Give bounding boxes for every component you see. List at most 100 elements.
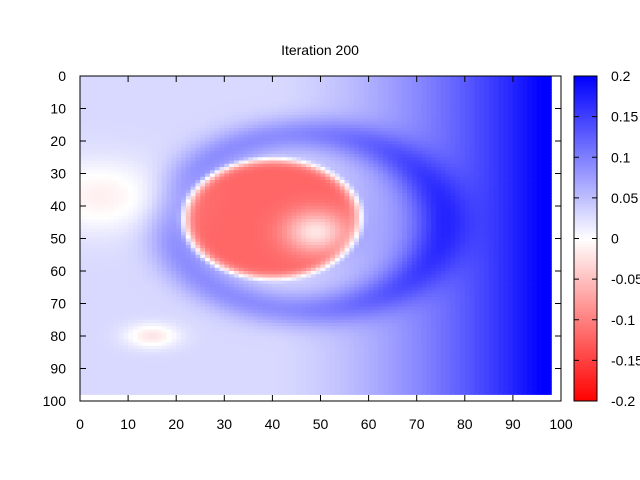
heatmap-cell bbox=[104, 79, 110, 83]
heatmap-cell bbox=[493, 189, 499, 194]
heatmap-cell bbox=[118, 128, 124, 132]
heatmap-cell bbox=[229, 228, 235, 233]
heatmap-cell bbox=[224, 108, 230, 113]
heatmap-cell bbox=[310, 193, 317, 197]
heatmap-cell bbox=[411, 95, 418, 100]
heatmap-cell bbox=[532, 82, 538, 87]
heatmap-cell bbox=[407, 202, 413, 207]
heatmap-cell bbox=[339, 131, 345, 135]
heatmap-cell bbox=[94, 167, 100, 171]
heatmap-cell bbox=[161, 167, 167, 171]
heatmap-cell bbox=[488, 157, 495, 161]
heatmap-cell bbox=[99, 89, 105, 93]
heatmap-cell bbox=[450, 124, 456, 129]
heatmap-cell bbox=[498, 92, 504, 96]
heatmap-cell bbox=[479, 222, 485, 226]
heatmap-cell bbox=[522, 76, 528, 80]
heatmap-cell bbox=[113, 199, 119, 204]
heatmap-cell bbox=[527, 128, 533, 132]
heatmap-cell bbox=[190, 144, 196, 148]
heatmap-cell bbox=[89, 154, 95, 158]
heatmap-cell bbox=[455, 157, 461, 161]
heatmap-cell bbox=[128, 115, 134, 119]
heatmap-cell bbox=[411, 85, 418, 90]
heatmap-cell bbox=[257, 163, 264, 168]
heatmap-cell bbox=[541, 118, 547, 122]
heatmap-cell bbox=[484, 222, 490, 226]
heatmap-cell bbox=[118, 163, 124, 168]
heatmap-cell bbox=[508, 137, 514, 142]
heatmap-cell bbox=[257, 219, 264, 223]
heatmap-cell bbox=[378, 170, 384, 174]
heatmap-cell bbox=[387, 157, 394, 161]
heatmap-cell bbox=[214, 202, 220, 207]
heatmap-cell bbox=[277, 147, 283, 152]
heatmap-cell bbox=[522, 196, 528, 200]
heatmap-cell bbox=[532, 144, 538, 148]
heatmap-cell bbox=[536, 199, 543, 204]
heatmap-cell bbox=[469, 98, 475, 103]
heatmap-cell bbox=[233, 173, 240, 178]
heatmap-cell bbox=[354, 193, 360, 197]
heatmap-cell bbox=[378, 128, 384, 132]
heatmap-cell bbox=[272, 215, 278, 220]
heatmap-cell bbox=[128, 111, 134, 116]
heatmap-cell bbox=[84, 95, 91, 100]
heatmap-cell bbox=[306, 128, 312, 132]
heatmap-cell bbox=[181, 98, 187, 103]
heatmap-cell bbox=[291, 167, 297, 171]
heatmap-cell bbox=[426, 92, 432, 96]
heatmap-cell bbox=[426, 150, 432, 155]
heatmap-cell bbox=[522, 95, 528, 100]
heatmap-cell bbox=[171, 176, 177, 181]
heatmap-cell bbox=[392, 95, 398, 100]
heatmap-cell bbox=[277, 206, 283, 210]
heatmap-cell bbox=[527, 150, 533, 155]
heatmap-cell bbox=[325, 167, 331, 171]
heatmap-cell bbox=[546, 85, 552, 90]
heatmap-cell bbox=[310, 134, 317, 139]
heatmap-cell bbox=[416, 89, 422, 93]
heatmap-cell bbox=[411, 92, 418, 96]
heatmap-cell bbox=[253, 137, 259, 142]
heatmap-cell bbox=[282, 238, 288, 243]
heatmap-cell bbox=[541, 121, 547, 126]
heatmap-cell bbox=[205, 235, 211, 239]
heatmap-cell bbox=[214, 228, 220, 233]
heatmap-cell bbox=[200, 102, 206, 106]
heatmap-cell bbox=[522, 163, 528, 168]
heatmap-cell bbox=[426, 232, 432, 236]
heatmap-cell bbox=[123, 115, 129, 119]
heatmap-cell bbox=[354, 212, 360, 217]
heatmap-cell bbox=[488, 173, 495, 178]
heatmap-cell bbox=[407, 160, 413, 165]
heatmap-cell bbox=[402, 108, 408, 113]
heatmap-cell bbox=[257, 209, 264, 213]
heatmap-cell bbox=[397, 137, 403, 142]
heatmap-cell bbox=[541, 111, 547, 116]
heatmap-cell bbox=[301, 137, 307, 142]
heatmap-cell bbox=[320, 134, 326, 139]
heatmap-cell bbox=[176, 173, 182, 178]
heatmap-cell bbox=[89, 157, 95, 161]
heatmap-cell bbox=[205, 189, 211, 194]
heatmap-cell bbox=[503, 209, 509, 213]
heatmap-cell bbox=[248, 157, 254, 161]
heatmap-cell bbox=[411, 196, 418, 200]
heatmap-cell bbox=[238, 154, 244, 158]
heatmap-cell bbox=[339, 199, 345, 204]
heatmap-cell bbox=[464, 76, 471, 80]
heatmap-cell bbox=[411, 98, 418, 103]
heatmap-cell bbox=[272, 202, 278, 207]
heatmap-cell bbox=[262, 147, 268, 152]
heatmap-cell bbox=[248, 173, 254, 178]
heatmap-cell bbox=[315, 189, 321, 194]
heatmap-cell bbox=[416, 173, 422, 178]
heatmap-cell bbox=[306, 212, 312, 217]
heatmap-cell bbox=[209, 154, 216, 158]
heatmap-cell bbox=[363, 180, 369, 184]
heatmap-cell bbox=[137, 92, 143, 96]
heatmap-cell bbox=[469, 82, 475, 87]
heatmap-cell bbox=[517, 79, 523, 83]
heatmap-cell bbox=[166, 131, 172, 135]
